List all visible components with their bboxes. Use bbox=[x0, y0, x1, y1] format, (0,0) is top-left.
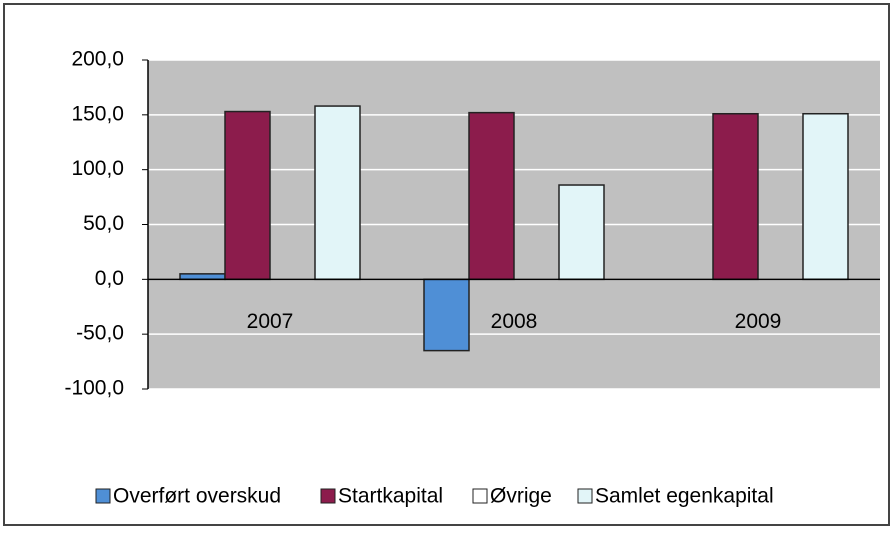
y-tick-label: -50,0 bbox=[76, 322, 124, 345]
bar bbox=[314, 105, 361, 281]
bar bbox=[423, 278, 470, 352]
legend-swatch bbox=[320, 488, 336, 504]
legend-swatch bbox=[95, 488, 111, 504]
legend-label: Startkapital bbox=[338, 485, 443, 508]
legend-swatch bbox=[577, 488, 593, 504]
bar bbox=[468, 111, 515, 281]
bar bbox=[179, 273, 226, 281]
y-tick-label: 100,0 bbox=[71, 157, 124, 180]
y-tick-label: 150,0 bbox=[71, 102, 124, 125]
y-tick-label: 200,0 bbox=[71, 48, 124, 71]
legend-label: Overført overskud bbox=[113, 485, 281, 508]
bar bbox=[712, 112, 759, 281]
bar bbox=[558, 184, 605, 281]
legend-label: Øvrige bbox=[490, 485, 552, 508]
bar bbox=[224, 110, 271, 281]
x-tick-label: 2009 bbox=[735, 310, 782, 333]
legend-swatch bbox=[472, 488, 488, 504]
bar bbox=[802, 112, 849, 281]
y-tick-label: 0,0 bbox=[95, 267, 124, 290]
y-tick-label: -100,0 bbox=[64, 377, 124, 400]
x-tick-label: 2007 bbox=[247, 310, 294, 333]
y-tick-label: 50,0 bbox=[83, 212, 124, 235]
legend-label: Samlet egenkapital bbox=[595, 485, 774, 508]
x-tick-label: 2008 bbox=[491, 310, 538, 333]
